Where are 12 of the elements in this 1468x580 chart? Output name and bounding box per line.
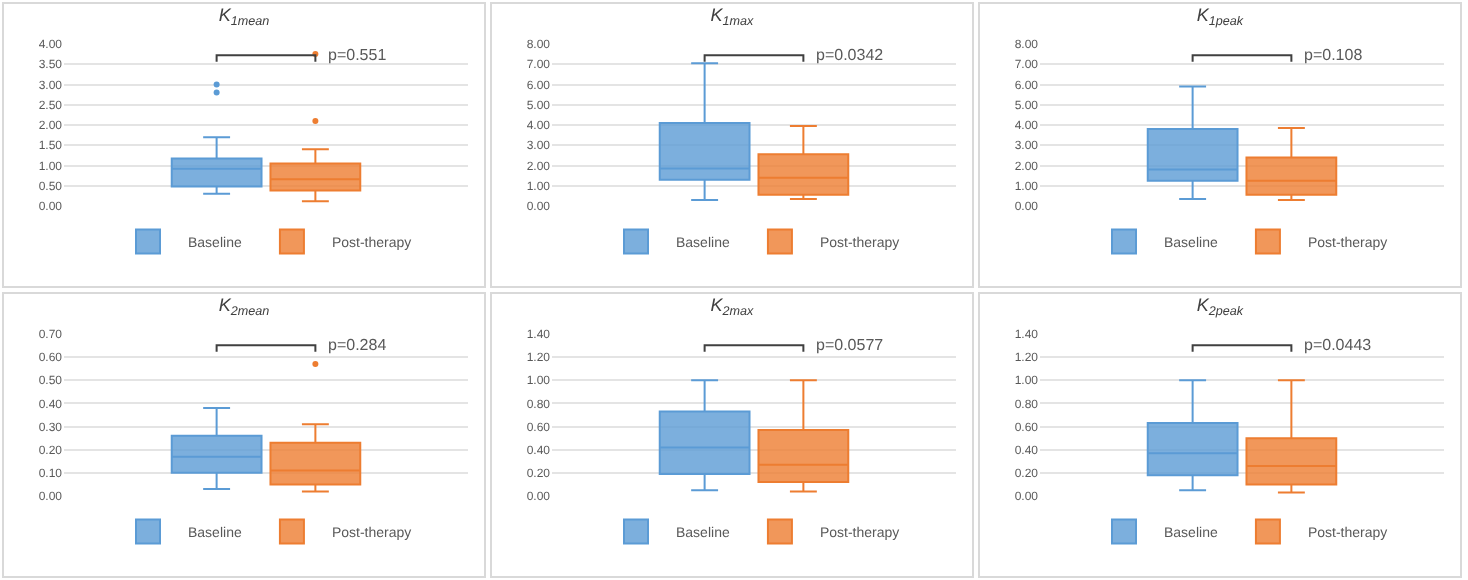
chart-title: K$_{2peak}$ — [1196, 294, 1245, 319]
annotation: p=0.108 — [1304, 46, 1364, 64]
chart-title: K$_{1mean}$ — [218, 4, 271, 29]
annotation: p=0.551 — [328, 46, 388, 64]
chart-title: K$_{2max}$ — [710, 294, 756, 319]
chart-title: K$_{1peak}$ — [1196, 4, 1245, 29]
annotation: p=0.0577 — [816, 336, 885, 354]
annotation: p=0.0443 — [1304, 336, 1373, 354]
chart-title: K$_{2mean}$ — [218, 294, 271, 319]
annotation: p=0.284 — [328, 336, 388, 354]
annotation: p=0.0342 — [816, 46, 885, 64]
chart-title: K$_{1max}$ — [710, 4, 756, 29]
